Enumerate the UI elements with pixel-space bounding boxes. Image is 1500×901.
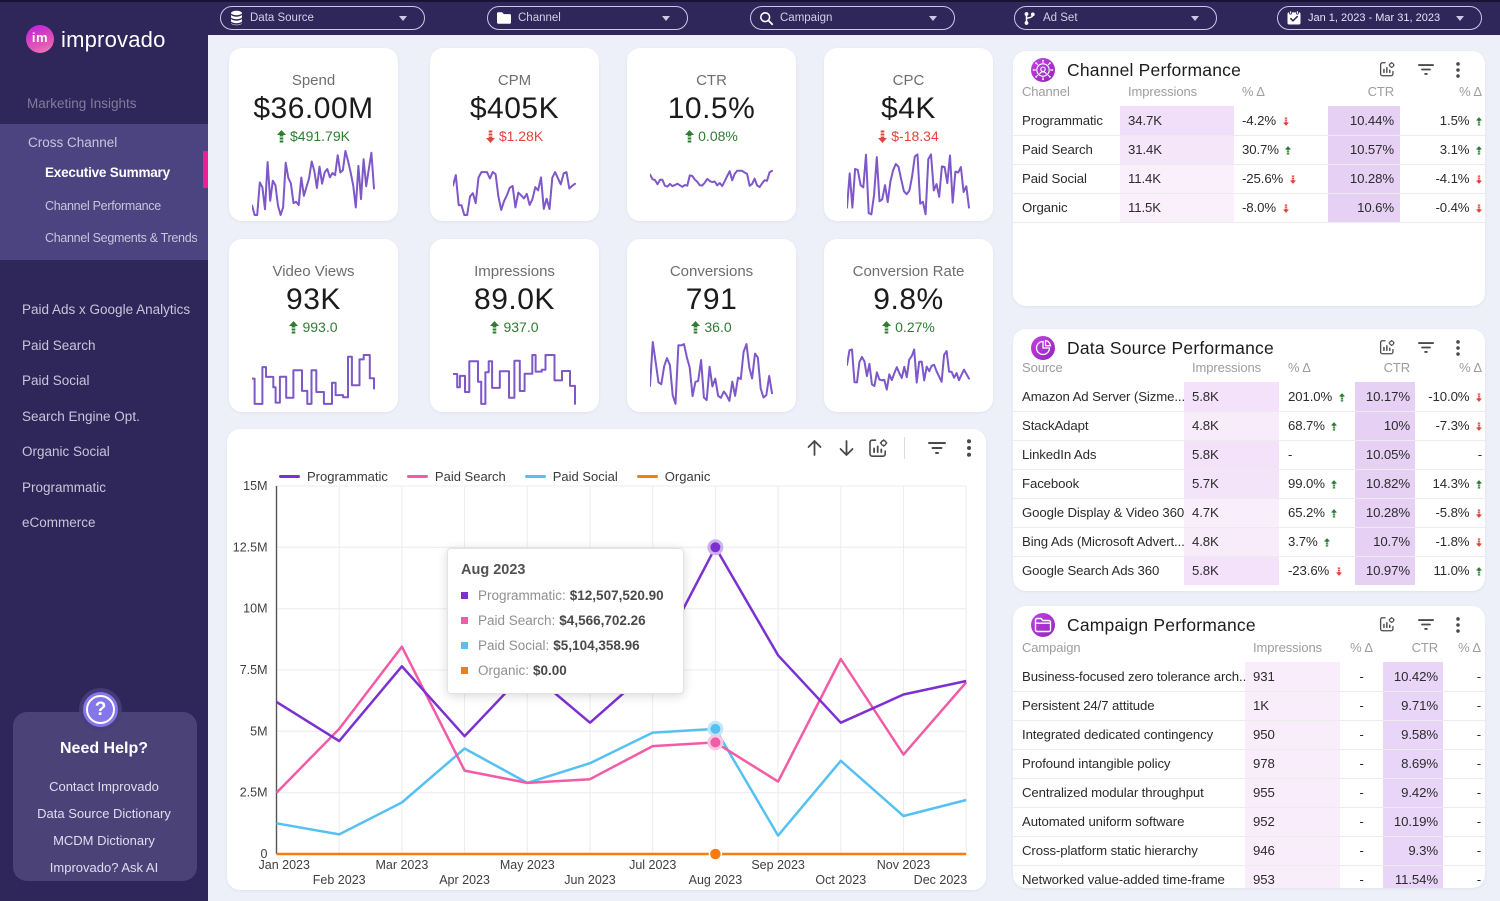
svg-text:10M: 10M [243,602,267,616]
svg-text:15M: 15M [243,479,267,493]
svg-text:Dec 2023: Dec 2023 [914,873,968,887]
svg-text:Jun 2023: Jun 2023 [564,873,615,887]
svg-text:Sep 2023: Sep 2023 [751,858,805,872]
svg-text:Jul 2023: Jul 2023 [629,858,676,872]
svg-text:12.5M: 12.5M [233,540,268,554]
svg-text:May 2023: May 2023 [500,858,555,872]
svg-text:Feb 2023: Feb 2023 [313,873,366,887]
svg-text:2.5M: 2.5M [240,786,268,800]
svg-text:Nov 2023: Nov 2023 [877,858,931,872]
svg-text:0: 0 [261,847,268,861]
svg-text:Aug 2023: Aug 2023 [689,873,743,887]
svg-text:Jan 2023: Jan 2023 [259,858,310,872]
svg-text:Mar 2023: Mar 2023 [375,858,428,872]
svg-text:5M: 5M [250,724,267,738]
svg-text:Apr 2023: Apr 2023 [439,873,490,887]
svg-text:Oct 2023: Oct 2023 [815,873,866,887]
svg-text:7.5M: 7.5M [240,663,268,677]
